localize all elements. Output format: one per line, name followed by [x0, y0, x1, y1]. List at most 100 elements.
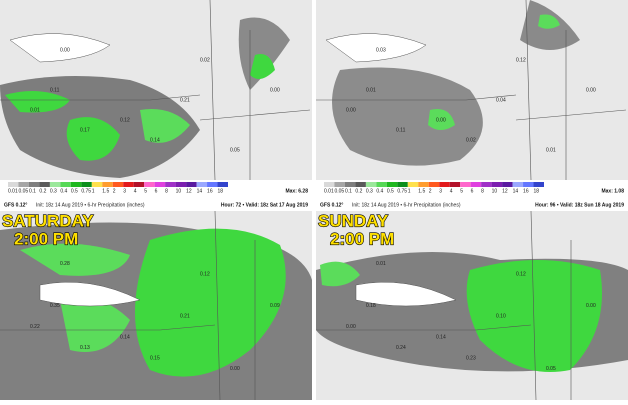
- map-value: 0.18: [366, 303, 376, 309]
- color-scale-label: 12: [502, 188, 508, 194]
- map-value: 0.01: [366, 87, 376, 93]
- color-scale-label: 0.3: [366, 188, 373, 194]
- color-scale-swatch: [102, 182, 113, 187]
- map-value: 0.10: [496, 313, 506, 319]
- color-scale-label: 0.3: [50, 188, 57, 194]
- map-value: 0.02: [200, 57, 210, 63]
- map-value: 0.12: [516, 271, 526, 277]
- color-scale-label: 16: [523, 188, 529, 194]
- color-scale-label: 1: [92, 188, 95, 194]
- map-value: 0.03: [376, 47, 386, 53]
- map-value: 0.00: [586, 303, 596, 309]
- init-label: Init: 18z 14 Aug 2019 • 6-hr Precipitati…: [352, 202, 461, 208]
- color-scale-swatch: [186, 182, 197, 187]
- map-value: 0.02: [466, 137, 476, 143]
- map-value: 0.22: [30, 324, 40, 330]
- map-value: 0.15: [150, 355, 160, 361]
- valid-label: Hour: 96 • Valid: 18z Sun 18 Aug 2019: [535, 202, 624, 208]
- color-scale-swatch: [123, 182, 134, 187]
- map-value: 0.04: [496, 97, 506, 103]
- map-value: 0.00: [270, 87, 280, 93]
- color-scale-label: 0.01: [324, 188, 334, 194]
- color-scale-label: 2: [113, 188, 116, 194]
- color-scale-label: 3: [439, 188, 442, 194]
- color-scale-swatch: [81, 182, 92, 187]
- color-scale-swatch: [523, 182, 534, 187]
- color-scale-swatch: [207, 182, 218, 187]
- map-value: 0.17: [80, 127, 90, 133]
- color-scale-label: 6: [155, 188, 158, 194]
- map-value: 0.00: [436, 117, 446, 123]
- color-scale-swatch: [217, 182, 228, 187]
- map-value: 0.28: [60, 261, 70, 267]
- color-scale-label: 0.75: [81, 188, 91, 194]
- color-scale-swatch: [418, 182, 429, 187]
- map-value: 0.05: [546, 366, 556, 372]
- color-scale-swatch: [39, 182, 50, 187]
- map-value: 0.00: [230, 366, 240, 372]
- color-scale-swatch: [18, 182, 29, 187]
- color-scale-label: 8: [481, 188, 484, 194]
- color-scale-swatch: [324, 182, 335, 187]
- color-scale-label: 2: [429, 188, 432, 194]
- map-value: 0.24: [396, 345, 406, 351]
- color-scale-label: 3: [123, 188, 126, 194]
- color-scale-label: 10: [492, 188, 498, 194]
- valid-label: Hour: 72 • Valid: 18z Sat 17 Aug 2019: [221, 202, 308, 208]
- map-value: 0.35: [50, 303, 60, 309]
- map-value: 0.14: [120, 334, 130, 340]
- max-label: Max: 6.28: [285, 188, 308, 194]
- map-value: 0.05: [230, 147, 240, 153]
- color-scale-swatch: [8, 182, 19, 187]
- color-scale-swatch: [386, 182, 398, 187]
- color-scale-label: 1: [408, 188, 411, 194]
- overlay-time: 2:00 PM: [14, 229, 78, 248]
- color-scale-label: 6: [471, 188, 474, 194]
- panel-map: [316, 211, 628, 400]
- color-scale-swatch: [407, 182, 419, 187]
- map-value: 0.14: [436, 334, 446, 340]
- color-scale-swatch: [344, 182, 356, 187]
- overlay-day: SUNDAY: [318, 211, 389, 230]
- color-scale-label: 0.1: [345, 188, 352, 194]
- color-scale-swatch: [60, 182, 71, 187]
- map-value: 0.21: [180, 97, 190, 103]
- color-scale-label: 1.5: [102, 188, 109, 194]
- color-scale-swatch: [533, 182, 544, 187]
- color-scale-label: 0.5: [71, 188, 78, 194]
- color-scale-label: 14: [197, 188, 203, 194]
- color-scale-swatch: [470, 182, 482, 187]
- color-scale-swatch: [165, 182, 176, 187]
- map-value: 0.00: [346, 324, 356, 330]
- map-value: 0.00: [586, 87, 596, 93]
- color-scale-swatch: [502, 182, 513, 187]
- color-scale-label: 0.2: [39, 188, 46, 194]
- panel-map: [316, 0, 628, 180]
- color-scale-label: 14: [513, 188, 519, 194]
- overlay-day: SATURDAY: [2, 211, 94, 230]
- overlay-time: 2:00 PM: [330, 229, 394, 248]
- map-value: 0.01: [546, 147, 556, 153]
- init-label: Init: 18z 14 Aug 2019 • 6-hr Precipitati…: [36, 202, 145, 208]
- color-scale-swatch: [133, 182, 145, 187]
- color-scale-label: 18: [534, 188, 540, 194]
- color-scale-swatch: [512, 182, 524, 187]
- color-scale-label: 0.4: [60, 188, 67, 194]
- model-label: GFS 0.12°: [4, 202, 27, 208]
- color-scale-label: 0.05: [334, 188, 344, 194]
- panel-map: [0, 211, 312, 400]
- color-scale-label: 5: [460, 188, 463, 194]
- color-scale-label: 12: [186, 188, 192, 194]
- map-value: 0.14: [150, 137, 160, 143]
- color-scale-swatch: [175, 182, 187, 187]
- color-scale-swatch: [491, 182, 503, 187]
- map-value: 0.01: [376, 261, 386, 267]
- max-label: Max: 1.08: [601, 188, 624, 194]
- color-scale-label: 18: [218, 188, 224, 194]
- color-scale-swatch: [112, 182, 124, 187]
- map-value: 0.13: [80, 345, 90, 351]
- color-scale-swatch: [154, 182, 166, 187]
- color-scale-label: 4: [450, 188, 453, 194]
- color-scale-swatch: [28, 182, 40, 187]
- color-scale-label: 8: [165, 188, 168, 194]
